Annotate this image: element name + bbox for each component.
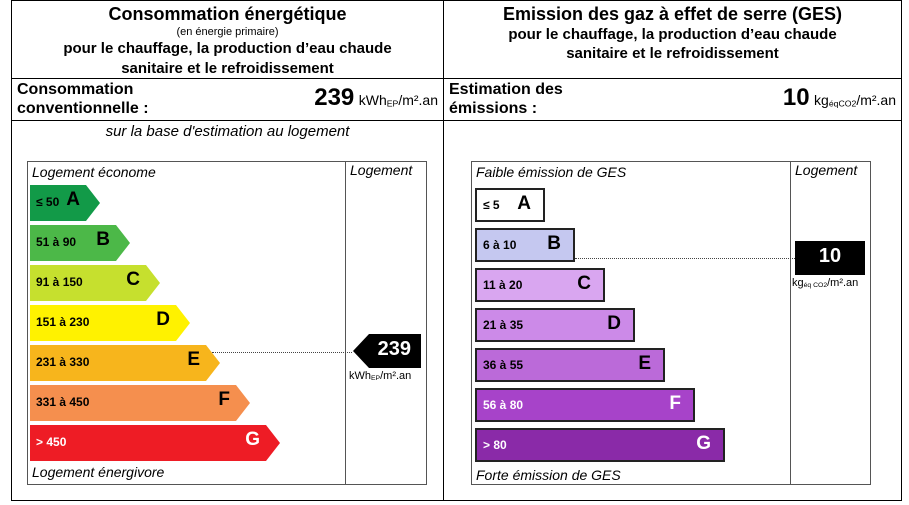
energy-class-g-bar: > 450 G (30, 425, 280, 461)
energy-indicator-unit: kWhEP/m².an (349, 370, 412, 383)
energy-class-letter: C (126, 269, 140, 290)
ges-class-letter: A (517, 193, 531, 214)
ges-value-line: 10 kgéqCO2/m².an (783, 84, 896, 112)
ges-class-range: > 80 (483, 438, 507, 452)
energy-bottom-label: Logement énergivore (32, 464, 165, 480)
ges-class-letter: C (577, 273, 591, 294)
ges-unit: kgéqCO2/m².an (814, 92, 896, 109)
ges-class-c-bar: 11 à 20 C (475, 268, 605, 302)
energy-class-a-bar: ≤ 50 A (30, 185, 100, 221)
ges-class-range: 11 à 20 (483, 278, 523, 292)
ges-class-a-bar: ≤ 5 A (475, 188, 545, 222)
energy-label-line2: conventionnelle : (17, 100, 149, 117)
ges-class-range: 21 à 35 (483, 318, 524, 332)
energy-subtitle: (en énergie primaire) (176, 26, 279, 38)
energy-value: 239 (314, 84, 355, 111)
energy-class-d-bar: 151 à 230 D (30, 305, 190, 341)
energy-class-b-bar: 51 à 90 B (30, 225, 130, 261)
energy-class-range: 151 à 230 (36, 315, 90, 329)
energy-label-line1: Consommation (17, 81, 134, 98)
energy-title: Consommation énergétique (108, 4, 347, 24)
ges-class-b-bar: 6 à 10 B (475, 228, 575, 262)
energy-class-letter: E (187, 349, 200, 370)
energy-basis: sur la base d'estimation au logement (105, 123, 350, 140)
ges-class-d-bar: 21 à 35 D (475, 308, 635, 342)
energy-class-range: 51 à 90 (36, 235, 77, 249)
energy-unit: kWhEP/m².an (358, 92, 438, 109)
ges-class-range: 56 à 80 (483, 398, 524, 412)
ges-description-line1: pour le chauffage, la production d’eau c… (508, 26, 837, 43)
energy-class-f-bar: 331 à 450 F (30, 385, 250, 421)
ges-class-letter: B (547, 233, 561, 254)
ges-class-range: ≤ 5 (483, 198, 500, 212)
ges-class-g-bar: > 80 G (475, 428, 725, 462)
energy-dotted-line (212, 352, 352, 353)
energy-class-e-bar: 231 à 330 E (30, 345, 220, 381)
energy-class-letter: A (66, 189, 80, 210)
ges-label-line2: émissions : (449, 100, 538, 117)
energy-class-range: > 450 (36, 435, 67, 449)
ges-indicator-box: 10 (795, 241, 865, 275)
energy-class-range: 231 à 330 (36, 355, 90, 369)
energy-top-label: Logement économe (32, 164, 156, 180)
energy-class-letter: B (96, 229, 110, 250)
energy-class-range: ≤ 50 (36, 195, 60, 209)
ges-class-range: 6 à 10 (483, 238, 517, 252)
ges-indicator-value: 10 (818, 245, 842, 267)
ges-column-header: Logement (795, 162, 858, 178)
energy-class-letter: D (156, 309, 170, 330)
ges-class-letter: D (607, 313, 621, 334)
energy-scale-separator (345, 161, 346, 485)
ges-panel (443, 0, 902, 501)
energy-indicator-arrow: 239 (353, 334, 421, 368)
ges-title: Emission des gaz à effet de serre (GES) (502, 4, 843, 24)
energy-class-letter: G (245, 429, 260, 450)
energy-class-range: 331 à 450 (36, 395, 90, 409)
energy-class-letter: F (218, 389, 230, 410)
ges-description-line2: sanitaire et le refroidissement (566, 45, 779, 62)
ges-class-letter: F (669, 393, 681, 414)
energy-description-line1: pour le chauffage, la production d’eau c… (63, 40, 392, 57)
ges-top-label: Faible émission de GES (476, 164, 627, 180)
ges-class-e-bar: 36 à 55 E (475, 348, 665, 382)
ges-label-line1: Estimation des (449, 81, 563, 98)
ges-class-letter: E (638, 353, 651, 374)
ges-class-range: 36 à 55 (483, 358, 524, 372)
energy-class-c-bar: 91 à 150 C (30, 265, 160, 301)
ges-value: 10 (782, 84, 810, 111)
ges-dotted-line (575, 258, 795, 259)
energy-description-line2: sanitaire et le refroidissement (121, 60, 334, 77)
energy-indicator-value: 239 (377, 338, 411, 360)
energy-column-header: Logement (350, 162, 413, 178)
energy-class-range: 91 à 150 (36, 275, 83, 289)
ges-bottom-label: Forte émission de GES (476, 467, 621, 483)
ges-class-f-bar: 56 à 80 F (475, 388, 695, 422)
divider (11, 78, 902, 79)
energy-value-line: 239 kWhEP/m².an (314, 84, 438, 112)
ges-scale-separator (790, 161, 791, 485)
divider (11, 120, 902, 121)
ges-indicator-unit: kgéq CO2/m².an (792, 277, 859, 290)
ges-class-letter: G (696, 433, 711, 454)
